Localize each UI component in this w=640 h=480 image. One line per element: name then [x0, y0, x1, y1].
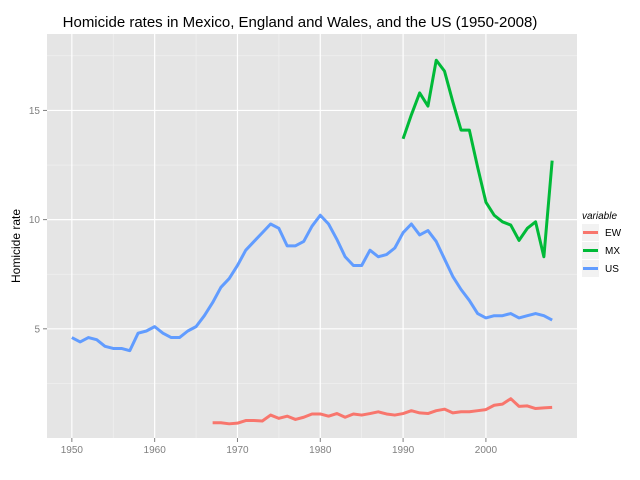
x-tick-label: 1950: [61, 445, 84, 456]
legend-title: variable: [582, 211, 617, 222]
y-tick-label: 10: [29, 215, 41, 226]
y-axis: 5 10 15: [29, 106, 47, 335]
chart-title: Homicide rates in Mexico, England and Wa…: [63, 14, 538, 31]
y-tick-label: 5: [34, 324, 40, 335]
x-tick-label: 1990: [392, 445, 415, 456]
legend-label-ew: EW: [605, 228, 622, 239]
y-tick-label: 15: [29, 106, 41, 117]
x-tick-label: 1980: [309, 445, 332, 456]
y-axis-title: Homicide rate: [9, 209, 23, 283]
x-tick-label: 1960: [144, 445, 167, 456]
x-tick-label: 1970: [226, 445, 249, 456]
plot-panel: [47, 34, 577, 438]
major-grid: [47, 34, 577, 438]
series-line-ew: [212, 397, 553, 426]
legend-label-mx: MX: [605, 246, 620, 257]
minor-grid: [47, 34, 577, 438]
x-tick-label: 2000: [475, 445, 498, 456]
series-line-us: [71, 213, 553, 353]
legend: variable EW MX US: [582, 211, 622, 277]
series-lines: [71, 58, 554, 426]
legend-label-us: US: [605, 264, 619, 275]
series-line-mx: [401, 58, 554, 259]
x-axis: 1950 1960 1970 1980 1990 2000: [61, 438, 498, 456]
